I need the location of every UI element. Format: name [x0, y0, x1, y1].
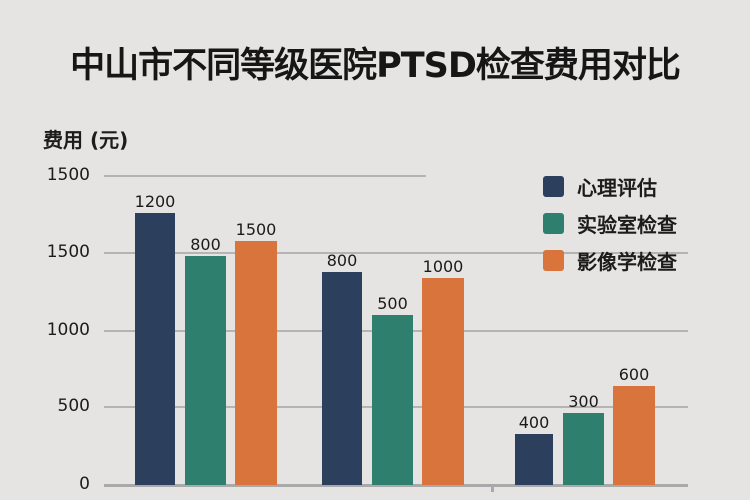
bar — [515, 434, 553, 485]
gridline — [104, 252, 688, 254]
legend-item-imaging: 影像学检查 — [543, 242, 677, 279]
bar — [135, 213, 175, 485]
bar-value-label: 800 — [326, 251, 358, 270]
legend-item-lab: 实验室检查 — [543, 205, 677, 242]
bar-value-label: 500 — [377, 294, 408, 313]
legend-swatch-icon — [543, 250, 564, 271]
legend-label: 心理评估 — [577, 176, 657, 200]
bar-value-label: 1200 — [134, 192, 176, 211]
bar — [235, 241, 277, 485]
x-axis-tick-mark — [491, 486, 494, 492]
bar-value-label: 300 — [568, 392, 599, 411]
bar-value-label: 1000 — [422, 257, 464, 276]
bar-value-label: 600 — [618, 365, 650, 384]
bar-value-label: 1500 — [235, 220, 277, 239]
legend-swatch-icon — [543, 176, 564, 197]
legend-item-psych: 心理评估 — [543, 168, 677, 205]
bar — [613, 386, 655, 485]
legend: 心理评估 实验室检查 影像学检查 — [543, 168, 677, 279]
y-axis-label: 费用 (元) — [43, 128, 129, 152]
y-tick-label: 1500 — [46, 242, 90, 262]
bar — [422, 278, 464, 485]
legend-label: 影像学检查 — [577, 250, 677, 274]
bar — [322, 272, 362, 485]
y-tick-label: 0 — [79, 474, 90, 494]
bar — [185, 256, 226, 485]
legend-label: 实验室检查 — [577, 213, 677, 237]
bar-value-label: 400 — [518, 413, 550, 432]
x-axis-line — [104, 484, 688, 487]
bar-value-label: 800 — [190, 235, 221, 254]
chart-title: 中山市不同等级医院PTSD检查费用对比 — [70, 46, 681, 86]
y-tick-label: 1500 — [46, 165, 90, 185]
bar — [563, 413, 604, 485]
y-tick-label: 500 — [57, 396, 90, 416]
bar — [372, 315, 413, 485]
gridline — [104, 175, 426, 177]
legend-swatch-icon — [543, 213, 564, 234]
y-tick-label: 1000 — [46, 320, 90, 340]
